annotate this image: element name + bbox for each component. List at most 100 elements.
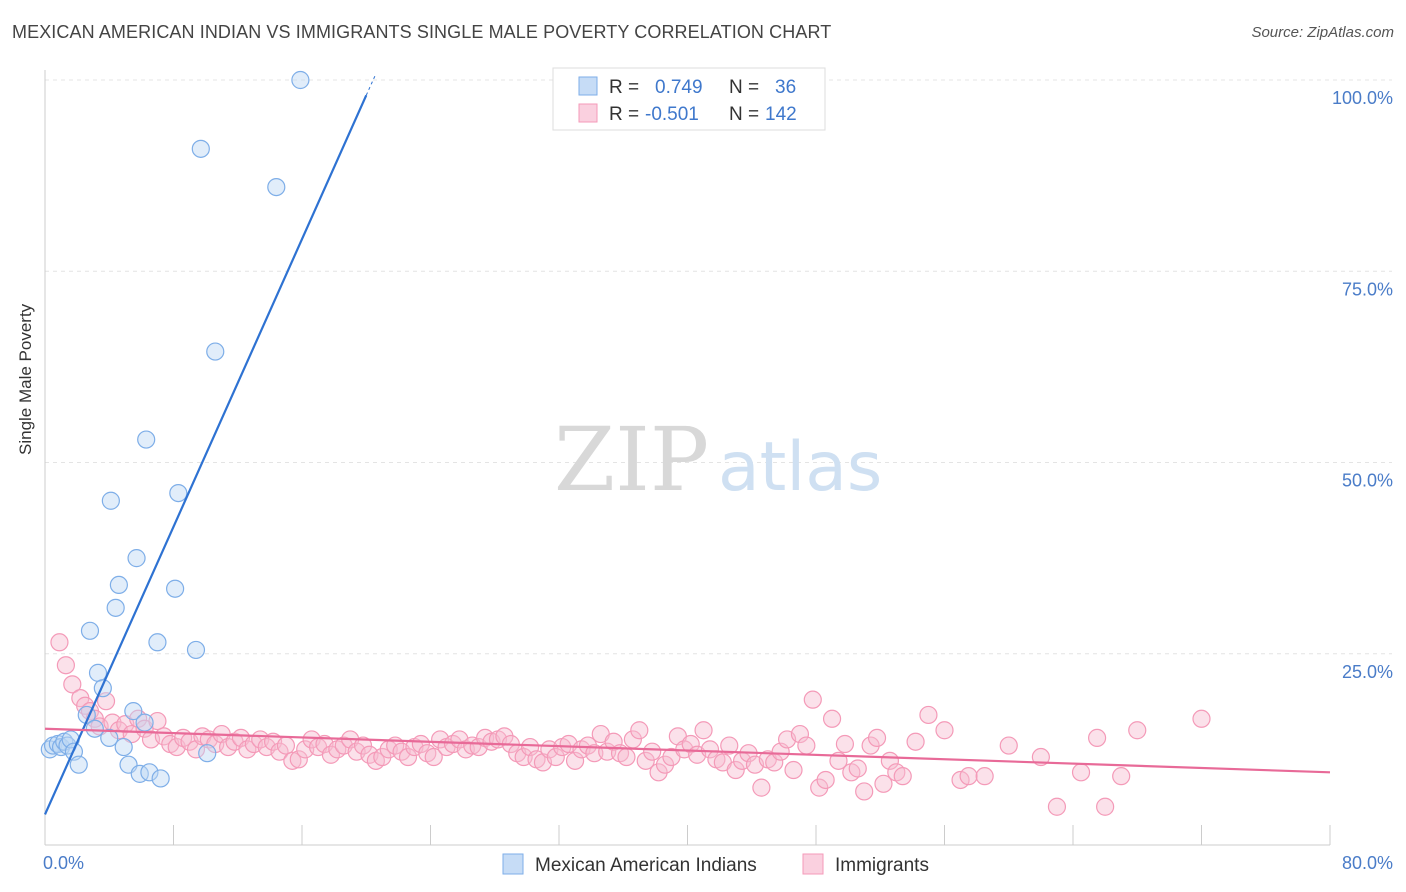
immigrants-point [289, 750, 308, 769]
watermark: ZIP atlas [554, 408, 882, 511]
mexican-american-indians-point [140, 763, 159, 782]
mexican-american-indians-point [124, 702, 143, 721]
immigrants-point [1112, 767, 1131, 786]
mexican-american-indians-point [191, 139, 210, 158]
immigrants-point [1128, 721, 1147, 740]
mexican-american-indians-point [206, 342, 225, 361]
immigrants-point [919, 705, 938, 725]
immigrants-point [959, 767, 978, 786]
x-tick-label-min: 0.0% [43, 853, 84, 873]
stats-legend-box: R = 0.749 N = 36 R = -0.501 N = 142 [552, 67, 826, 131]
mexican-american-indians-point [135, 713, 154, 732]
mexican-american-indians-point [88, 663, 108, 682]
immigrants-point [604, 732, 623, 751]
immigrants-point [874, 774, 893, 793]
mexican-american-indians-point [106, 598, 125, 617]
immigrants-point [630, 721, 649, 740]
legend-swatch-pink [802, 853, 824, 875]
bottom-legend: Mexican American Indians Immigrants [502, 853, 929, 876]
mexican-american-indians-point [69, 755, 88, 774]
mexican-american-indians-point [267, 178, 286, 197]
axes [44, 70, 1331, 846]
mexican-american-indians-point [148, 633, 167, 652]
immigrants-point [694, 721, 713, 740]
legend-swatch-blue [502, 853, 524, 875]
immigrants-point [617, 747, 636, 767]
immigrants-point [999, 736, 1018, 755]
immigrants-point [1047, 797, 1067, 816]
immigrants-point [797, 736, 816, 755]
mexican-american-indians-point [186, 640, 206, 660]
stats-swatch-blue [578, 76, 598, 96]
immigrants-point [424, 747, 443, 767]
immigrants-point [720, 736, 739, 755]
immigrants-point [636, 751, 655, 770]
immigrants-point [546, 747, 565, 767]
mexican-american-indians-point [198, 744, 217, 763]
trend-line-extension [365, 73, 377, 96]
trend-lines [43, 73, 1331, 815]
watermark-zip: ZIP [554, 408, 709, 511]
mexican-american-indians-point [114, 737, 133, 757]
immigrants-point [906, 732, 925, 751]
trend-line-mexican-american-indians [43, 94, 368, 815]
immigrants-point [50, 633, 69, 652]
immigrants-point [835, 734, 855, 754]
mexican-american-indians-point [85, 719, 104, 738]
stats-n-value-blue: 36 [775, 77, 796, 98]
immigrants-point [700, 740, 720, 759]
grid-lines [45, 79, 1392, 655]
mexican-american-indians-point [151, 769, 170, 788]
immigrants-point [283, 751, 302, 770]
immigrants-point [398, 747, 418, 767]
mexican-american-indians-point [100, 728, 119, 748]
stats-n-value-pink: 142 [765, 104, 797, 125]
immigrants-point [643, 742, 662, 761]
y-tick-label: 25.0% [1342, 662, 1393, 682]
immigrants-point [867, 728, 887, 748]
immigrants-point [1192, 709, 1211, 728]
stats-swatch-pink [578, 103, 598, 123]
mexican-american-indians-point [127, 549, 146, 568]
immigrants-point [1087, 728, 1107, 748]
immigrants-point [752, 778, 771, 797]
immigrants-points [50, 633, 1211, 816]
legend-label-blue: Mexican American Indians [535, 855, 757, 876]
source-label: Source: ZipAtlas.com [1251, 24, 1394, 41]
stats-r-value-blue: 0.749 [655, 77, 703, 98]
immigrants-point [726, 760, 745, 780]
mexican-american-indians-point [291, 70, 310, 90]
mexican-american-indians-point [93, 679, 112, 698]
immigrants-point [411, 734, 430, 754]
immigrants-point [784, 760, 803, 780]
chart-title: MEXICAN AMERICAN INDIAN VS IMMIGRANTS SI… [12, 22, 832, 42]
immigrants-point [975, 767, 994, 786]
x-tick-label-max: 80.0% [1342, 853, 1393, 873]
mexican-american-indians-point [166, 579, 185, 598]
y-tick-label: 100.0% [1332, 88, 1393, 108]
immigrants-point [855, 782, 874, 801]
mexican-american-indians-point [137, 430, 156, 449]
immigrants-point [353, 736, 373, 755]
immigrants-point [565, 751, 585, 770]
immigrants-point [790, 724, 810, 744]
stats-n-label-blue: N = [729, 77, 759, 98]
stats-r-label-pink: R = [609, 104, 639, 125]
mexican-american-indians-point [169, 484, 188, 503]
immigrants-point [56, 656, 75, 675]
immigrants-point [816, 770, 835, 790]
mexican-american-indians-point [101, 491, 120, 510]
legend-label-pink: Immigrants [835, 855, 929, 876]
mexican-american-indians-point [80, 621, 100, 640]
stats-r-value-pink: -0.501 [645, 104, 699, 125]
immigrants-point [276, 736, 296, 755]
immigrants-point [848, 759, 867, 778]
mexican-american-indians-point [109, 575, 128, 595]
tick-labels: 100.0% 75.0% 50.0% 25.0% 0.0% 80.0% [43, 88, 1393, 873]
immigrants-point [1071, 763, 1091, 782]
trend-line-immigrants [44, 727, 1331, 774]
y-tick-label: 50.0% [1342, 471, 1393, 491]
mexican-american-indians-points [40, 70, 310, 788]
stats-n-label-pink: N = [729, 104, 759, 125]
